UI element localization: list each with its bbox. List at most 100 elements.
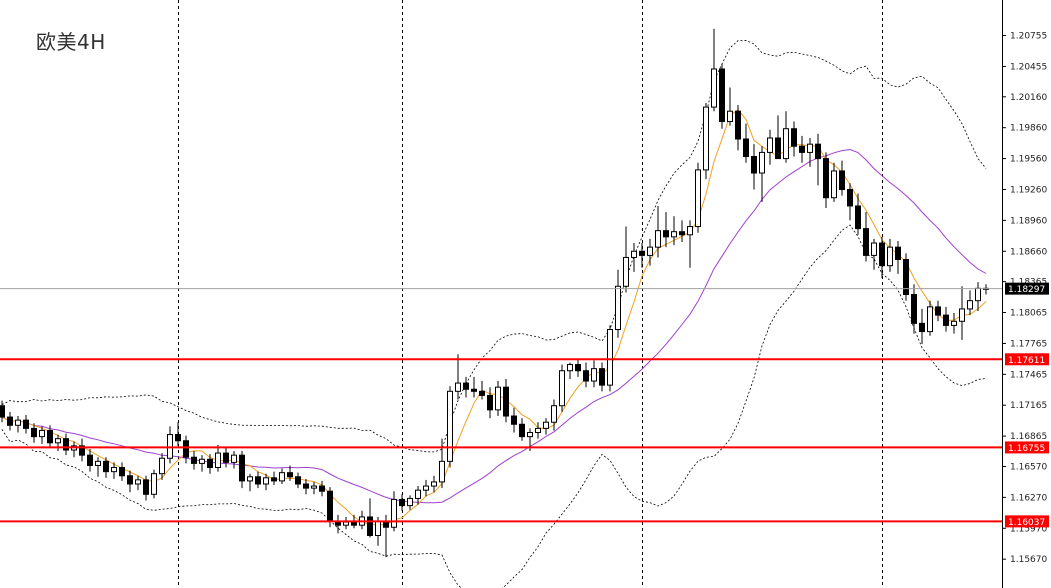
candle[interactable]: [919, 322, 925, 333]
candle[interactable]: [31, 427, 37, 438]
candle[interactable]: [895, 246, 901, 261]
candle[interactable]: [791, 128, 797, 147]
candle[interactable]: [303, 483, 309, 489]
candle[interactable]: [343, 521, 349, 526]
candle[interactable]: [247, 476, 253, 482]
candle[interactable]: [943, 314, 949, 326]
candle[interactable]: [911, 294, 917, 324]
candle[interactable]: [199, 458, 205, 464]
candle[interactable]: [591, 368, 597, 382]
candle[interactable]: [463, 382, 469, 390]
candle[interactable]: [143, 479, 149, 495]
candle[interactable]: [439, 460, 445, 483]
candle[interactable]: [535, 427, 541, 434]
candle[interactable]: [903, 259, 909, 296]
candle[interactable]: [783, 128, 789, 160]
candle[interactable]: [575, 364, 581, 372]
candle[interactable]: [751, 156, 757, 174]
candle[interactable]: [775, 137, 781, 160]
candle[interactable]: [839, 170, 845, 190]
candle[interactable]: [103, 460, 109, 473]
candle[interactable]: [63, 438, 69, 451]
candle[interactable]: [951, 320, 957, 326]
candle[interactable]: [79, 445, 85, 456]
candle[interactable]: [519, 423, 525, 438]
candle[interactable]: [175, 434, 181, 442]
candle[interactable]: [727, 110, 733, 123]
candle[interactable]: [87, 454, 93, 466]
candle[interactable]: [287, 472, 293, 478]
candle[interactable]: [279, 472, 285, 482]
candle[interactable]: [599, 368, 605, 386]
candle[interactable]: [543, 421, 549, 429]
candle[interactable]: [959, 308, 965, 322]
candle[interactable]: [95, 460, 101, 466]
candle[interactable]: [855, 205, 861, 230]
candle[interactable]: [623, 256, 629, 287]
candle[interactable]: [367, 516, 373, 536]
candle[interactable]: [167, 434, 173, 459]
candle[interactable]: [215, 452, 221, 469]
candle[interactable]: [551, 405, 557, 423]
candle[interactable]: [487, 394, 493, 411]
candle[interactable]: [871, 242, 877, 256]
candle[interactable]: [863, 228, 869, 256]
candle[interactable]: [655, 230, 661, 248]
candle[interactable]: [503, 386, 509, 417]
candle[interactable]: [455, 382, 461, 392]
candle[interactable]: [887, 246, 893, 267]
candle[interactable]: [823, 158, 829, 199]
candle[interactable]: [239, 454, 245, 482]
candle[interactable]: [967, 300, 973, 310]
candle[interactable]: [695, 169, 701, 228]
candle[interactable]: [135, 479, 141, 485]
candle[interactable]: [295, 476, 301, 485]
candle[interactable]: [15, 419, 21, 426]
candle[interactable]: [327, 490, 333, 522]
candle[interactable]: [263, 477, 269, 485]
candle[interactable]: [631, 250, 637, 258]
candle[interactable]: [935, 306, 941, 316]
candle[interactable]: [271, 477, 277, 482]
candle[interactable]: [511, 415, 517, 425]
candle[interactable]: [311, 485, 317, 489]
candle[interactable]: [479, 390, 485, 396]
candle[interactable]: [207, 458, 213, 469]
candle[interactable]: [431, 481, 437, 487]
candle[interactable]: [223, 452, 229, 463]
candle[interactable]: [559, 370, 565, 407]
candle[interactable]: [159, 457, 165, 475]
candle[interactable]: [47, 429, 53, 444]
candle[interactable]: [743, 138, 749, 158]
candle[interactable]: [0, 405, 5, 418]
candle[interactable]: [567, 364, 573, 372]
candle[interactable]: [815, 143, 821, 160]
candle[interactable]: [607, 329, 613, 386]
candle[interactable]: [879, 242, 885, 267]
candle[interactable]: [423, 485, 429, 491]
candle[interactable]: [799, 145, 805, 153]
candle[interactable]: [391, 498, 397, 528]
candle[interactable]: [151, 473, 157, 495]
candle[interactable]: [735, 110, 741, 140]
candle[interactable]: [471, 388, 477, 392]
candle[interactable]: [807, 143, 813, 153]
candle[interactable]: [831, 170, 837, 199]
candle[interactable]: [447, 390, 453, 462]
candle[interactable]: [663, 230, 669, 238]
candle[interactable]: [415, 489, 421, 499]
candle[interactable]: [639, 250, 645, 256]
candle[interactable]: [703, 106, 709, 171]
candle[interactable]: [183, 440, 189, 458]
candle[interactable]: [767, 137, 773, 153]
candle[interactable]: [119, 467, 125, 477]
candle[interactable]: [647, 246, 653, 256]
candle[interactable]: [847, 188, 853, 207]
candle[interactable]: [191, 456, 197, 464]
candle[interactable]: [671, 231, 677, 238]
candle[interactable]: [399, 498, 405, 507]
candle[interactable]: [719, 68, 725, 123]
candle[interactable]: [255, 476, 261, 485]
candle[interactable]: [39, 429, 45, 438]
candle[interactable]: [23, 419, 29, 429]
